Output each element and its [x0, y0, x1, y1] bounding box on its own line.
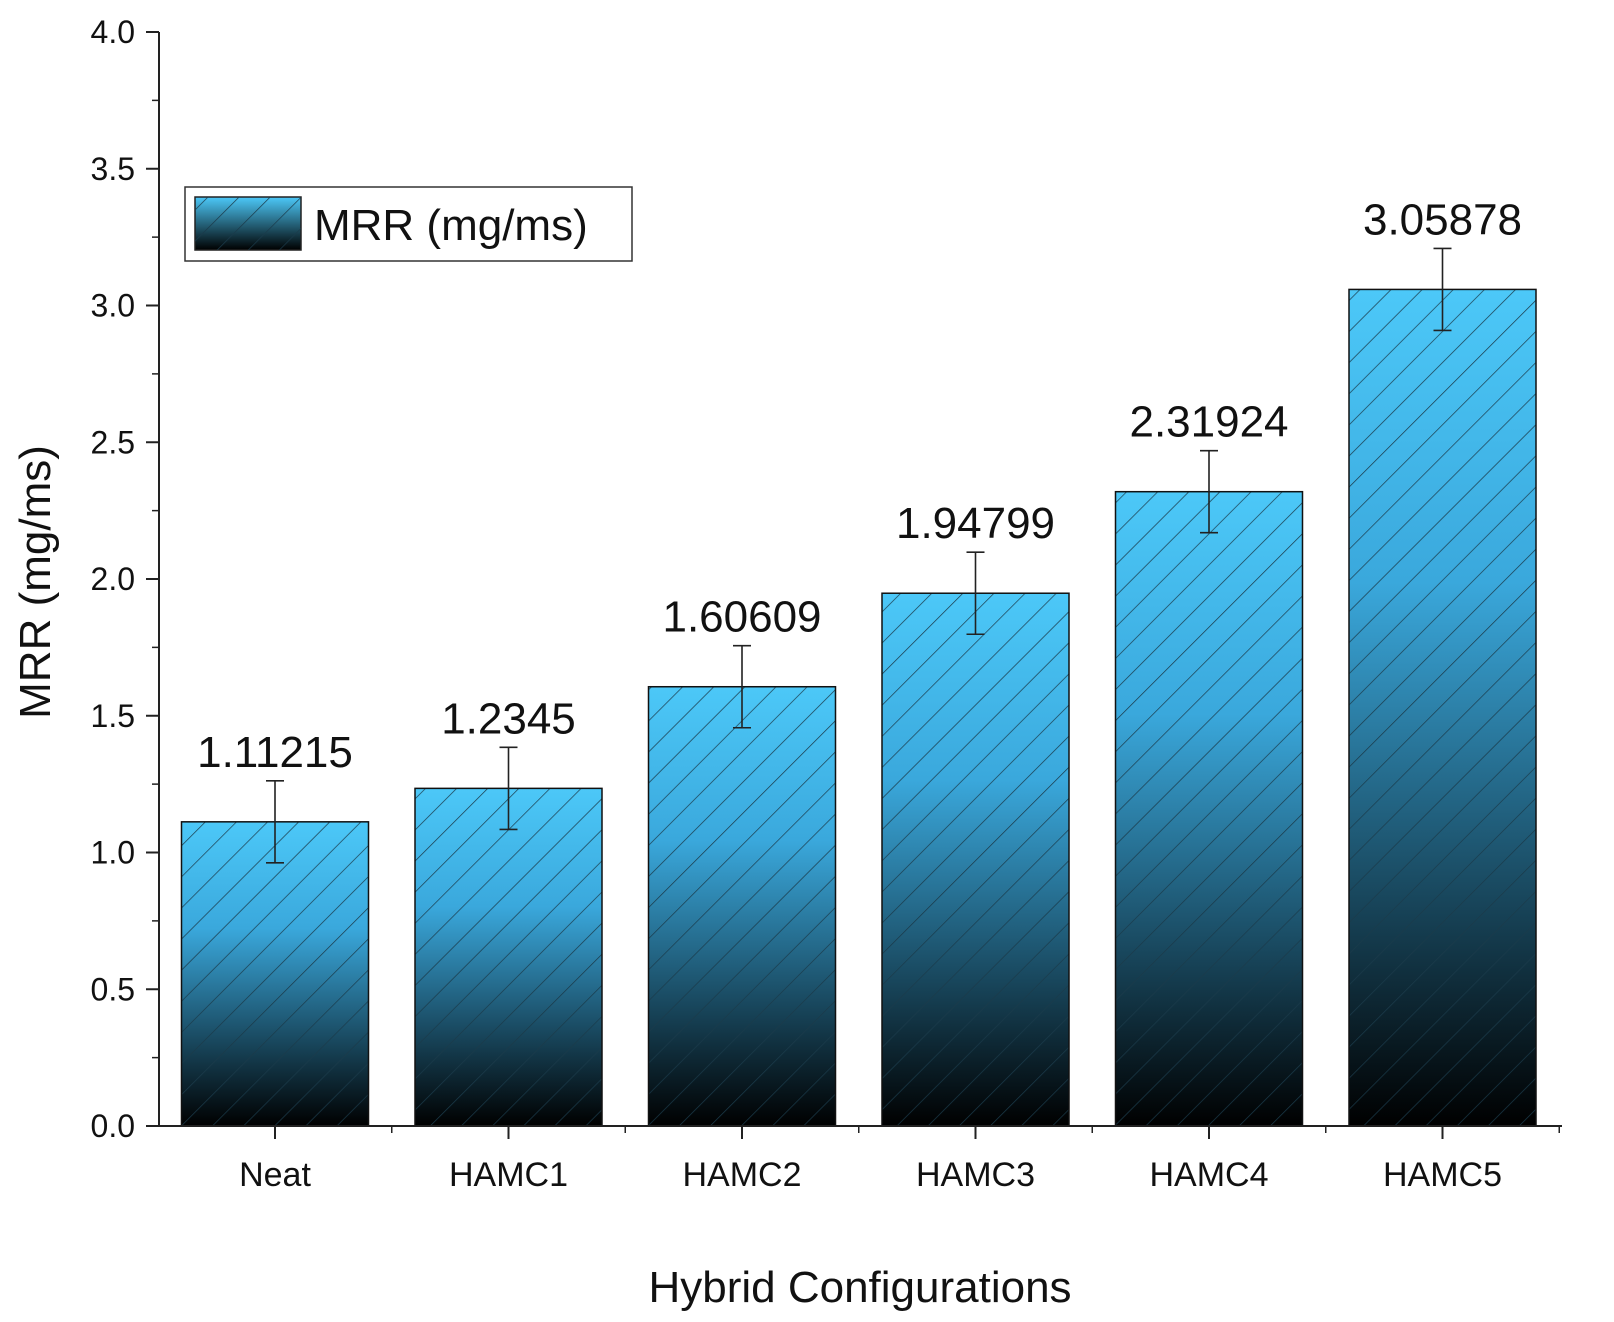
- y-tick-label: 3.0: [91, 288, 135, 324]
- bar-hatch-neat: [180, 821, 370, 1127]
- x-axis-title: Hybrid Configurations: [648, 1263, 1071, 1312]
- x-tick-label: HAMC2: [682, 1156, 801, 1194]
- y-axis-title: MRR (mg/ms): [11, 445, 60, 719]
- y-tick-label: 0.5: [91, 971, 135, 1007]
- x-tick-label: HAMC4: [1149, 1156, 1268, 1194]
- bar-hatch-hamc5: [1348, 288, 1537, 1127]
- bar-hatch-hamc4: [1114, 490, 1304, 1127]
- y-tick-label: 0.0: [91, 1108, 135, 1144]
- x-tick-label: Neat: [239, 1156, 311, 1194]
- data-label-hamc4: 2.31924: [1129, 398, 1288, 447]
- x-tick-label: HAMC3: [916, 1156, 1035, 1194]
- legend-label: MRR (mg/ms): [314, 201, 588, 250]
- data-label-hamc1: 1.2345: [441, 694, 576, 743]
- legend: MRR (mg/ms): [184, 186, 633, 262]
- bar-hatch-hamc2: [647, 685, 837, 1127]
- bar-hatch-hamc1: [414, 787, 603, 1127]
- error-bars: [266, 247, 1452, 864]
- y-tick-label: 3.5: [91, 151, 135, 187]
- x-tick-label: HAMC1: [449, 1156, 568, 1194]
- x-tick-label: HAMC5: [1383, 1156, 1502, 1194]
- data-label-neat: 1.11215: [197, 728, 353, 777]
- legend-swatch-hatch: [195, 197, 301, 250]
- data-label-hamc3: 1.94799: [896, 499, 1055, 548]
- y-tick-label: 1.0: [91, 835, 135, 871]
- data-label-hamc5: 3.05878: [1363, 195, 1522, 244]
- y-tick-label: 2.5: [91, 424, 135, 460]
- y-tick-label: 2.0: [91, 561, 135, 597]
- y-tick-label: 1.5: [91, 698, 135, 734]
- bar-hatch-hamc3: [881, 592, 1070, 1127]
- y-tick-label: 4.0: [91, 14, 135, 50]
- data-labels: 1.11215 1.2345 1.60609 1.94799 2.31924 3.0587…: [197, 195, 1522, 776]
- data-label-hamc2: 1.60609: [662, 593, 821, 642]
- bars: [180, 288, 1537, 1127]
- axes: Neat HAMC1 HAMC2 HAMC3 HAMC4 HAMC5 0.0 0.5 1.0 1.…: [91, 14, 1562, 1194]
